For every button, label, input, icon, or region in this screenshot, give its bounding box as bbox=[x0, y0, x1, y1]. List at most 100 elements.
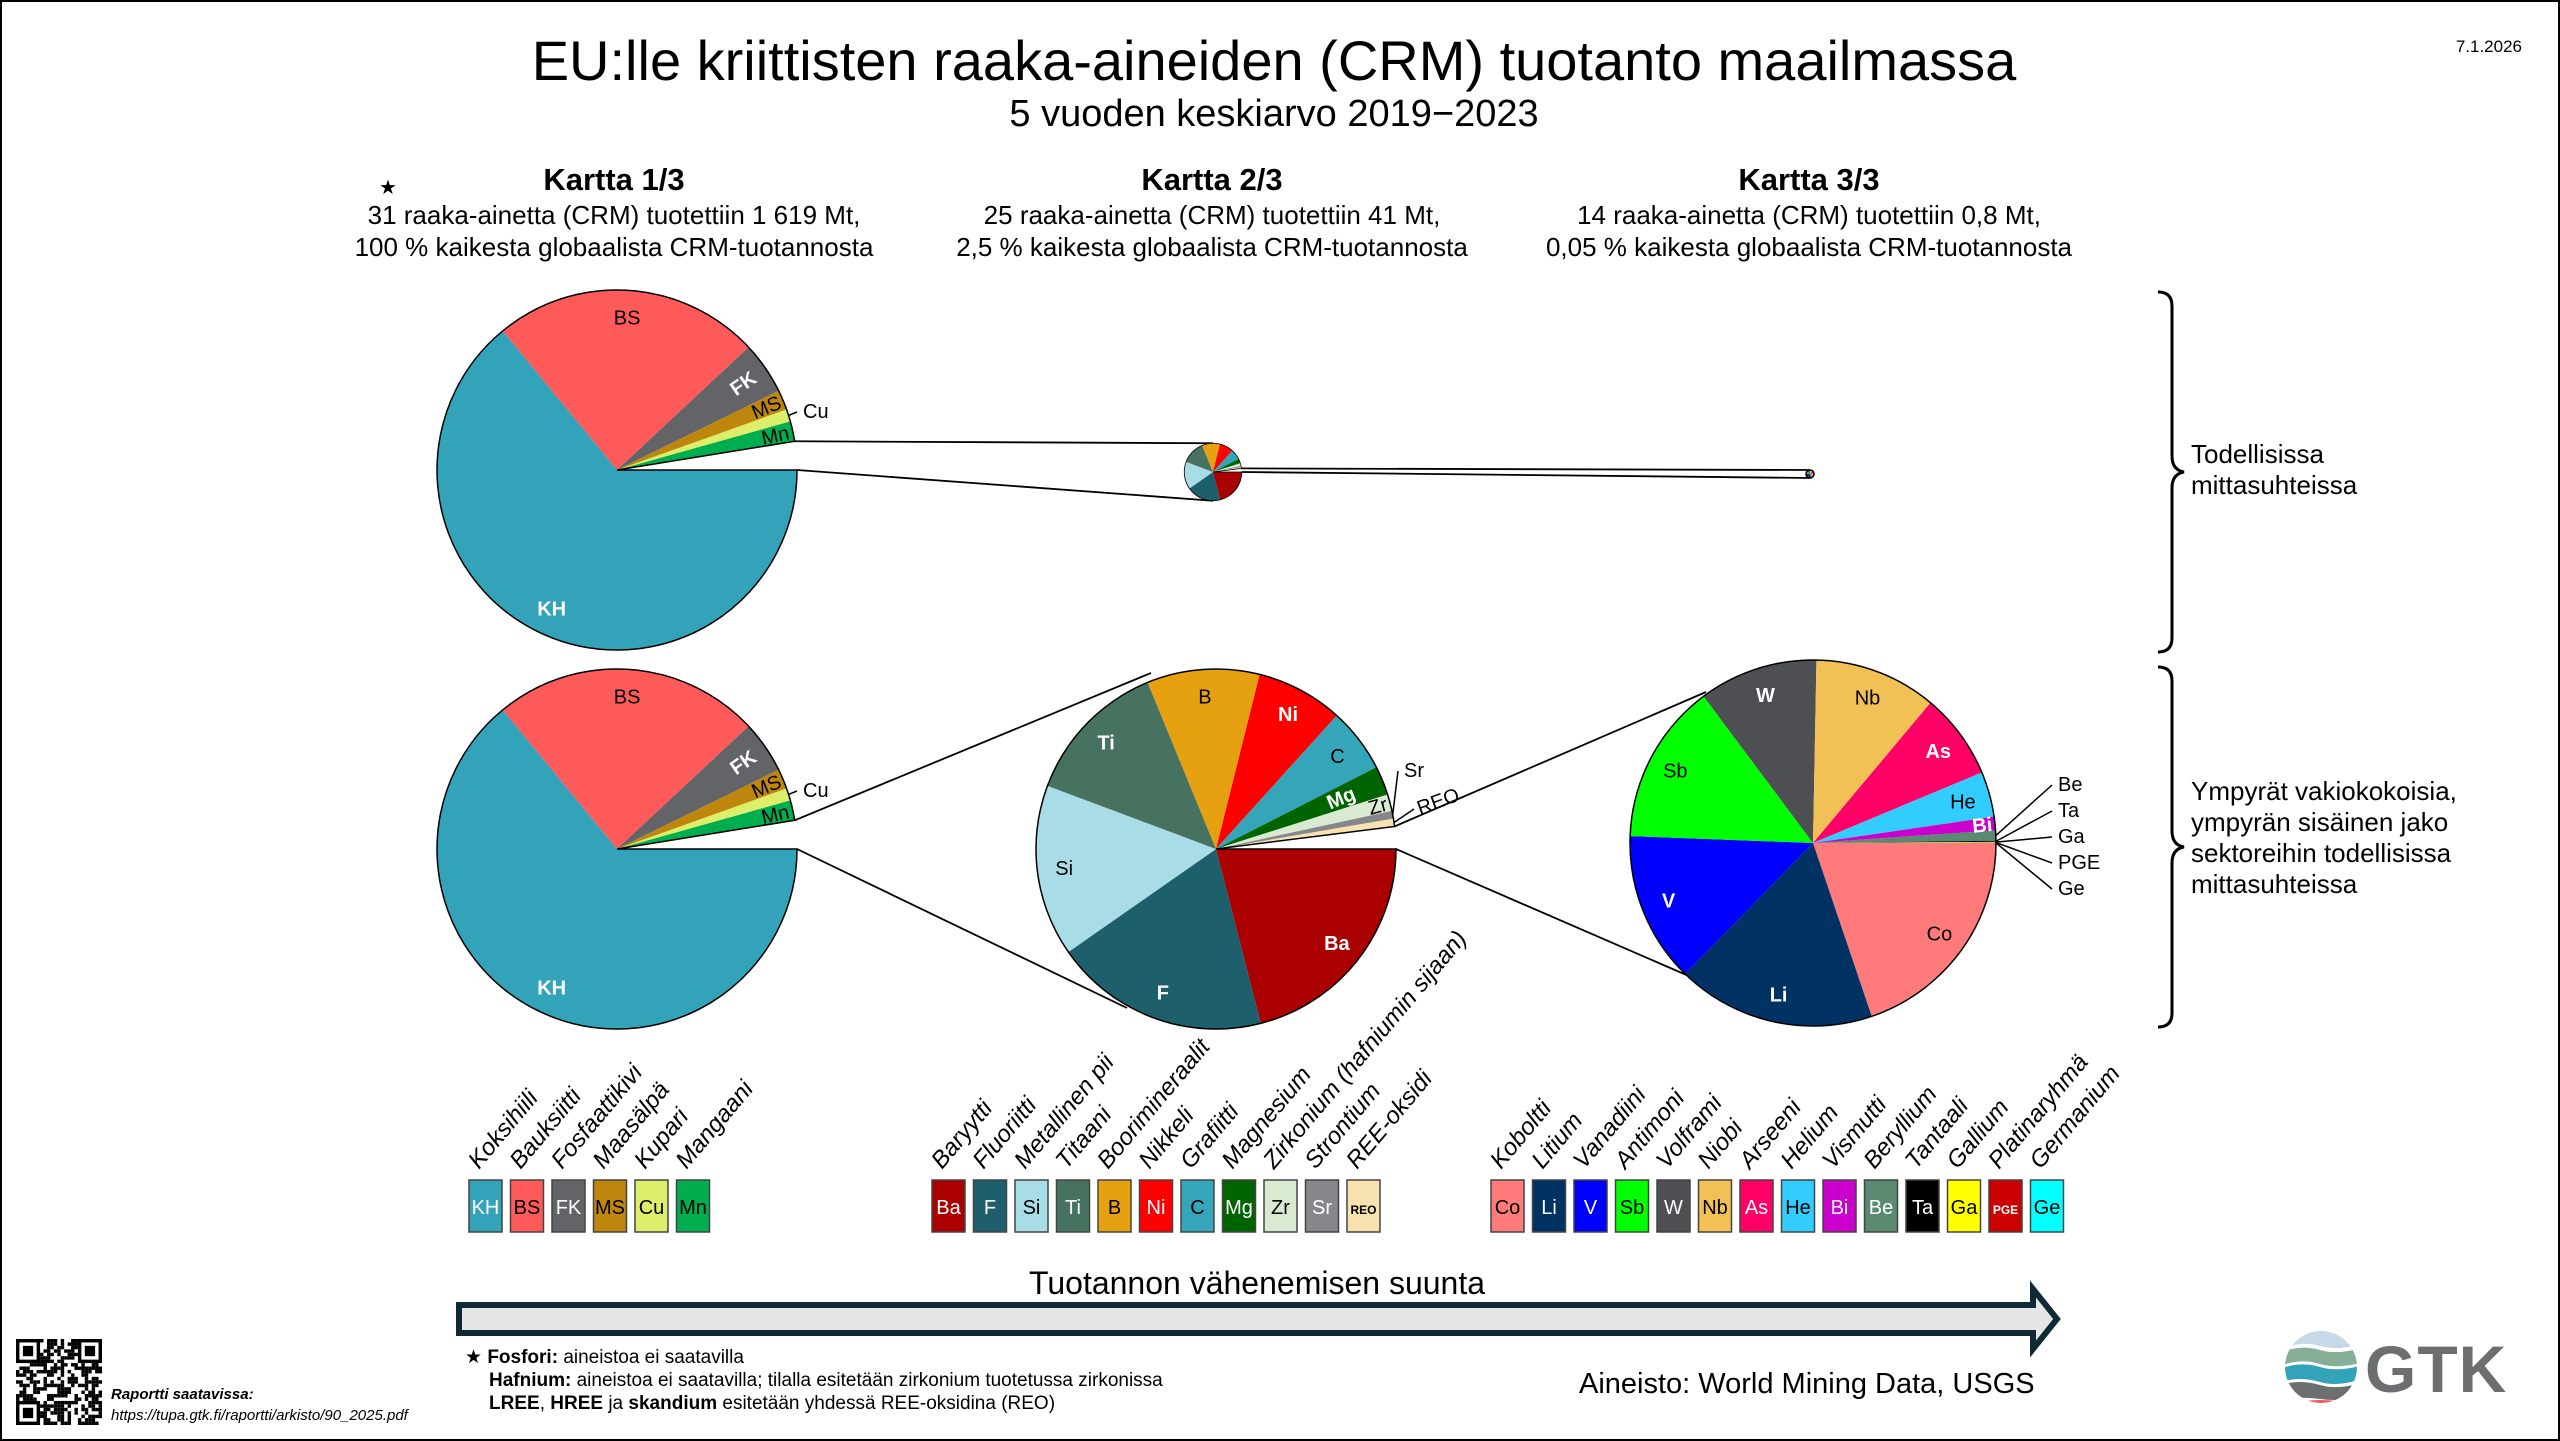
qr-module bbox=[53, 1363, 58, 1367]
qr-module bbox=[91, 1407, 96, 1412]
pie-label-f: F bbox=[1157, 982, 1169, 1004]
pie-slice-zr bbox=[1213, 463, 1242, 472]
pie-label-cu: Cu bbox=[803, 401, 829, 423]
qr-module bbox=[98, 1404, 102, 1408]
qr-module bbox=[19, 1394, 23, 1398]
note-term: HREE bbox=[550, 1393, 603, 1414]
qr-module bbox=[95, 1376, 99, 1381]
legend-code: W bbox=[1664, 1197, 1683, 1219]
qr-module bbox=[74, 1339, 78, 1343]
pie-slice-ba bbox=[1213, 472, 1242, 500]
pie-outline bbox=[436, 289, 798, 651]
qr-module bbox=[46, 1342, 51, 1346]
qr-module bbox=[60, 1404, 65, 1408]
map-line2: 2,5 % kaikesta globaalista CRM-tuotannos… bbox=[956, 232, 1468, 262]
qr-module bbox=[88, 1380, 92, 1384]
qr-module bbox=[26, 1383, 30, 1388]
qr-module bbox=[53, 1339, 58, 1343]
leader-line bbox=[1393, 808, 1415, 824]
qr-module bbox=[64, 1400, 68, 1405]
side-label-line: ympyrän sisäinen jako bbox=[2191, 807, 2448, 837]
note-text: aineistoa ei saatavilla; tilalla esitetä… bbox=[571, 1370, 1163, 1391]
qr-module bbox=[43, 1418, 47, 1422]
qr-module bbox=[46, 1407, 51, 1412]
qr-module bbox=[46, 1349, 51, 1353]
qr-module bbox=[46, 1373, 51, 1377]
legend-swatch bbox=[1263, 1179, 1298, 1233]
qr-module bbox=[33, 1390, 37, 1395]
brace-bottom bbox=[2157, 665, 2185, 1029]
qr-module bbox=[46, 1397, 51, 1401]
qr-module bbox=[91, 1376, 96, 1381]
qr-module bbox=[57, 1411, 61, 1415]
qr-module bbox=[81, 1407, 85, 1412]
qr-module bbox=[67, 1390, 72, 1395]
qr-module bbox=[95, 1383, 99, 1388]
qr-module bbox=[60, 1363, 65, 1367]
qr-module bbox=[60, 1414, 65, 1419]
legend-code: MS bbox=[595, 1197, 625, 1219]
legend-swatch bbox=[1656, 1179, 1691, 1233]
legend-swatch bbox=[1863, 1179, 1899, 1233]
pie-slice-mn bbox=[617, 800, 795, 849]
qr-module bbox=[50, 1380, 54, 1384]
qr-module bbox=[67, 1414, 72, 1419]
qr-module bbox=[98, 1366, 102, 1370]
qr-module bbox=[74, 1394, 78, 1398]
qr-module bbox=[57, 1352, 61, 1357]
leader-line bbox=[788, 790, 798, 796]
qr-module bbox=[74, 1363, 78, 1367]
qr-module bbox=[95, 1421, 99, 1425]
pie-slice-ta bbox=[1813, 840, 1996, 843]
qr-module bbox=[84, 1418, 89, 1422]
pie-slice-pge bbox=[1813, 842, 1996, 843]
qr-module bbox=[98, 1407, 102, 1412]
qr-module bbox=[16, 1380, 20, 1384]
connector-top-2 bbox=[1241, 467, 1811, 471]
qr-module bbox=[81, 1390, 85, 1395]
qr-module bbox=[22, 1387, 27, 1391]
qr-module bbox=[98, 1411, 102, 1415]
qr-module bbox=[60, 1418, 65, 1422]
qr-module bbox=[57, 1414, 61, 1419]
legend-code: PGE bbox=[1993, 1203, 2018, 1217]
qr-module bbox=[64, 1394, 68, 1398]
map-line1: 31 raaka-ainetta (CRM) tuotettiin 1 619 … bbox=[368, 200, 861, 230]
qr-module bbox=[36, 1380, 41, 1384]
note-text: esitetään yhdessä REE-oksidina (REO) bbox=[717, 1393, 1055, 1414]
qr-module bbox=[71, 1383, 75, 1388]
report-url[interactable]: https://tupa.gtk.fi/raportti/arkisto/90_… bbox=[111, 1407, 410, 1424]
qr-module bbox=[67, 1349, 72, 1353]
qr-code-icon[interactable] bbox=[15, 1338, 102, 1426]
page-title: EU:lle kriittisten raaka-aineiden (CRM) … bbox=[532, 29, 2017, 92]
legend-code: Bi bbox=[1831, 1197, 1849, 1219]
qr-module bbox=[67, 1418, 72, 1422]
qr-module bbox=[57, 1394, 61, 1398]
legend-code: Mn bbox=[679, 1197, 707, 1219]
legend-swatch bbox=[1739, 1179, 1774, 1233]
qr-module bbox=[46, 1383, 51, 1388]
qr-module bbox=[60, 1380, 65, 1384]
pie-slice-mg bbox=[1216, 767, 1388, 849]
qr-module bbox=[95, 1363, 99, 1367]
qr-finder bbox=[15, 1400, 41, 1426]
qr-module bbox=[46, 1352, 51, 1357]
qr-module bbox=[71, 1356, 75, 1360]
qr-module bbox=[50, 1404, 54, 1408]
qr-module bbox=[74, 1345, 78, 1350]
qr-module bbox=[43, 1376, 47, 1381]
qr-module bbox=[36, 1369, 41, 1374]
qr-module bbox=[64, 1363, 68, 1367]
qr-module bbox=[50, 1394, 54, 1398]
qr-module bbox=[57, 1366, 61, 1370]
legend-code: Si bbox=[1023, 1197, 1041, 1219]
pie-slice-bi bbox=[1810, 473, 1815, 474]
pie-slice-sr bbox=[1213, 465, 1242, 472]
qr-module bbox=[71, 1380, 75, 1384]
qr-module bbox=[50, 1352, 54, 1357]
qr-module bbox=[53, 1407, 58, 1412]
map-header-1: Kartta 1/3 ★ 31 raaka-ainetta (CRM) tuot… bbox=[355, 162, 874, 262]
connector-bottom-4 bbox=[1395, 848, 1699, 981]
